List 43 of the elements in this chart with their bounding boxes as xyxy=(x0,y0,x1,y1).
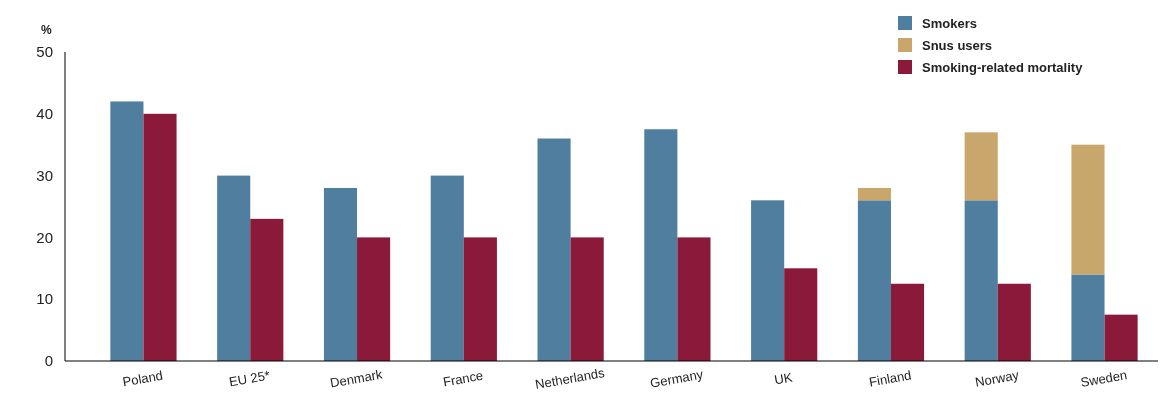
y-tick-label: 40 xyxy=(36,105,53,123)
bar xyxy=(857,200,891,361)
bar xyxy=(357,237,391,361)
bar xyxy=(570,237,604,361)
x-tick-label: UK xyxy=(773,369,794,388)
x-tick-label: Poland xyxy=(121,367,164,390)
legend-label: Snus users xyxy=(922,37,993,53)
bar xyxy=(143,113,177,361)
x-tick-label: Sweden xyxy=(1079,367,1129,391)
bar xyxy=(110,101,144,361)
bar xyxy=(644,129,678,361)
x-tick-label: Norway xyxy=(973,367,1021,390)
bar xyxy=(751,200,785,361)
legend-label: Smoking-related mortality xyxy=(922,59,1084,75)
bar xyxy=(463,237,497,361)
bar xyxy=(1071,144,1105,275)
x-tick-label: Netherlands xyxy=(534,365,607,393)
bar xyxy=(1071,274,1105,361)
x-tick-label: Finland xyxy=(867,367,913,390)
x-tick-label: Denmark xyxy=(328,366,385,391)
y-tick-label: 50 xyxy=(36,43,53,61)
legend-label: Smokers xyxy=(922,15,977,31)
x-tick-label: France xyxy=(441,367,485,390)
bar xyxy=(890,283,925,361)
bar xyxy=(964,200,998,361)
y-axis-title: % xyxy=(41,23,52,37)
bar xyxy=(217,175,251,361)
bar xyxy=(1104,314,1138,361)
bar xyxy=(323,187,358,361)
bar xyxy=(430,175,464,361)
bar xyxy=(964,132,998,201)
bar xyxy=(784,268,818,361)
x-tick-label: EU 25* xyxy=(227,367,272,390)
bar xyxy=(677,237,711,361)
y-tick-label: 30 xyxy=(36,166,53,184)
bar xyxy=(537,138,571,361)
y-tick-label: 20 xyxy=(36,228,53,246)
bar xyxy=(997,283,1031,361)
y-tick-label: 10 xyxy=(36,290,53,308)
bar xyxy=(857,187,891,201)
y-tick-label: 0 xyxy=(44,352,53,370)
x-tick-label: Germany xyxy=(648,366,705,391)
bar xyxy=(250,218,284,361)
